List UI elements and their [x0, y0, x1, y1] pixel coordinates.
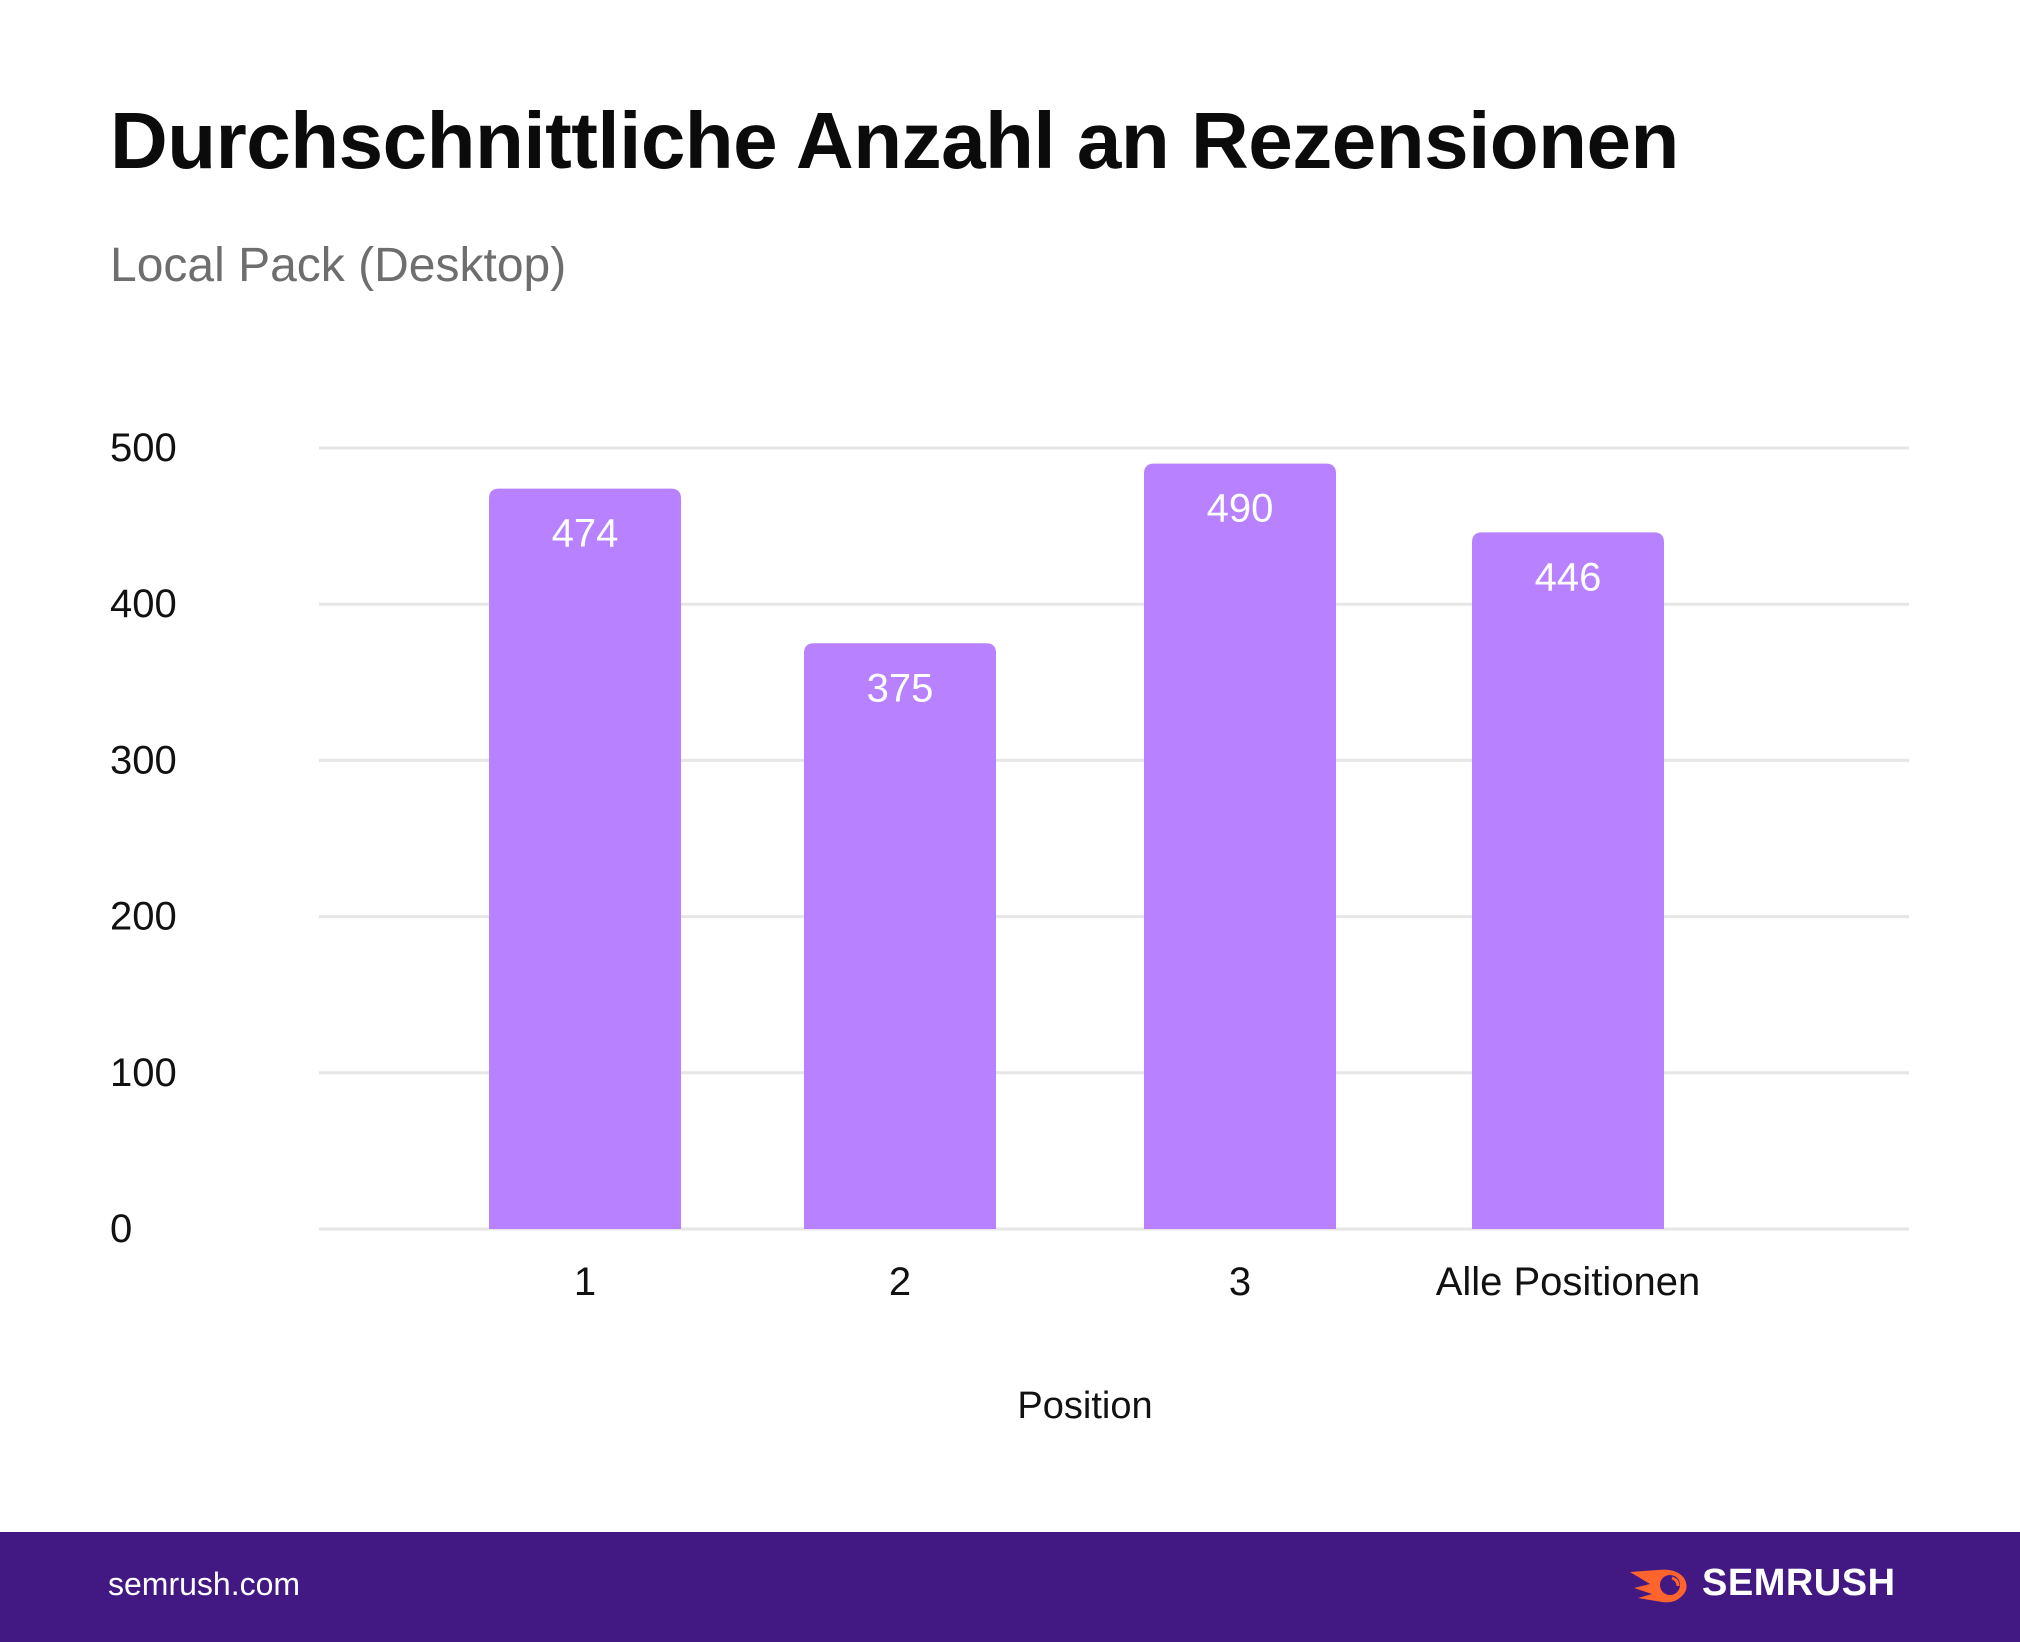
x-tick-label: Alle Positionen: [1436, 1260, 1701, 1304]
bar: [804, 643, 996, 1229]
semrush-logo: SEMRUSH: [1628, 1562, 1896, 1605]
bar-value-label: 490: [1207, 487, 1274, 531]
x-tick-label: 3: [1229, 1260, 1251, 1304]
semrush-fire-icon: [1630, 1569, 1687, 1602]
x-axis-label: Position: [1017, 1385, 1152, 1427]
y-tick-label: 500: [110, 426, 177, 470]
chart-subtitle: Local Pack (Desktop): [110, 239, 567, 292]
bar-value-label: 474: [552, 512, 619, 556]
chart-title: Durchschnittliche Anzahl an Rezensionen: [110, 96, 1679, 185]
bar: [489, 488, 681, 1229]
bar: [1144, 463, 1336, 1229]
site-url: semrush.com: [108, 1566, 301, 1602]
x-tick-label: 2: [889, 1260, 911, 1304]
y-tick-label: 200: [110, 895, 177, 939]
y-tick-label: 300: [110, 738, 177, 782]
bar: [1472, 532, 1664, 1229]
bar-value-label: 375: [867, 666, 934, 710]
bar-value-label: 446: [1535, 555, 1602, 599]
logo-text: SEMRUSH: [1702, 1562, 1896, 1604]
y-axis-ticks: 0 100 200 300 400 500: [110, 426, 177, 1251]
bar-chart: 0 100 200 300 400 500 474 375 490 446 1 2 3 Alle Po…: [110, 426, 1909, 1427]
y-tick-label: 400: [110, 582, 177, 626]
footer: semrush.com SEMRUSH: [0, 1532, 2020, 1642]
y-tick-label: 0: [110, 1207, 132, 1251]
y-tick-label: 100: [110, 1051, 177, 1095]
x-axis-ticks: 1 2 3 Alle Positionen: [574, 1260, 1700, 1304]
bars: 474 375 490 446: [489, 463, 1664, 1229]
x-tick-label: 1: [574, 1260, 596, 1304]
